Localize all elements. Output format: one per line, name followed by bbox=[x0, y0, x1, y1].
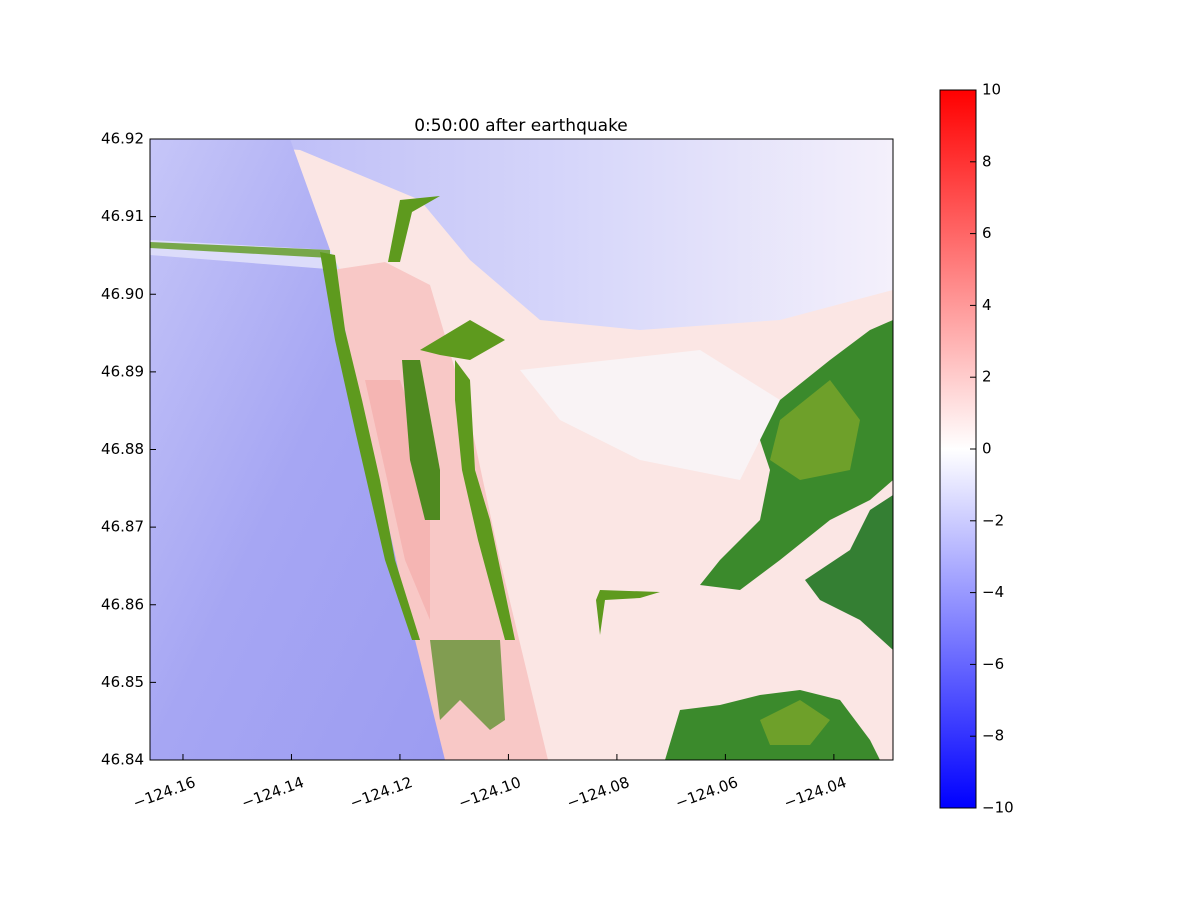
x-tick-label: −124.14 bbox=[239, 773, 306, 812]
y-tick-label: 46.84 bbox=[101, 751, 144, 769]
x-tick-label: −124.08 bbox=[565, 773, 632, 812]
y-tick-label: 46.88 bbox=[101, 440, 144, 458]
colorbar-tick-label: −8 bbox=[982, 727, 1004, 745]
y-tick-label: 46.87 bbox=[101, 518, 144, 536]
colorbar-tick-label: −6 bbox=[982, 655, 1004, 673]
y-tick-label: 46.91 bbox=[101, 207, 144, 225]
y-tick-label: 46.92 bbox=[101, 130, 144, 148]
x-tick-label: −124.06 bbox=[673, 773, 740, 812]
colorbar-tick-label: 10 bbox=[982, 81, 1001, 99]
x-tick-label: −124.10 bbox=[456, 773, 523, 812]
y-tick-label: 46.86 bbox=[101, 595, 144, 613]
colorbar-tick-label: 4 bbox=[982, 296, 992, 314]
colorbar-tick-label: 6 bbox=[982, 224, 992, 242]
y-tick-label: 46.85 bbox=[101, 673, 144, 691]
y-tick-label: 46.89 bbox=[101, 362, 144, 380]
x-tick-label: −124.12 bbox=[348, 773, 415, 812]
colorbar-tick-label: −2 bbox=[982, 511, 1004, 529]
x-tick-label: −124.04 bbox=[781, 773, 848, 812]
y-tick-label: 46.90 bbox=[101, 285, 144, 303]
colorbar-tick-label: −10 bbox=[982, 799, 1014, 817]
colorbar-tick-label: 0 bbox=[982, 440, 992, 458]
colorbar-tick-label: 2 bbox=[982, 368, 992, 386]
colorbar-tick-label: 8 bbox=[982, 152, 992, 170]
map-image bbox=[150, 139, 893, 760]
colorbar-tick-label: −4 bbox=[982, 583, 1004, 601]
x-tick-label: −124.16 bbox=[131, 773, 198, 812]
chart-title: 0:50:00 after earthquake bbox=[414, 116, 628, 136]
